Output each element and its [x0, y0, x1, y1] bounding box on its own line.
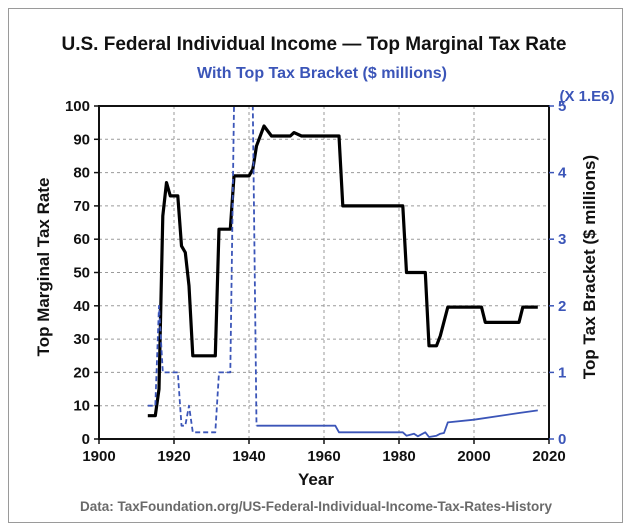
x-tick-label: 1920	[157, 448, 190, 465]
y-tick-label: 50	[73, 265, 90, 282]
right-axis-label: Top Tax Bracket ($ millions)	[580, 155, 599, 379]
right-tick-label: 5	[558, 98, 566, 115]
y-tick-label: 10	[73, 398, 90, 415]
right-tick-label: 1	[558, 364, 566, 381]
x-axis-label: Year	[298, 470, 334, 489]
source-note: Data: TaxFoundation.org/US-Federal-Indiv…	[80, 499, 553, 514]
right-tick-label: 2	[558, 298, 566, 315]
right-tick-label: 0	[558, 431, 566, 448]
grid-lines	[99, 106, 549, 439]
tax-rate-series-line	[147, 124, 538, 418]
x-tick-label: 1940	[232, 448, 265, 465]
right-axis-multiplier: (X 1.E6)	[559, 88, 614, 105]
chart-canvas: U.S. Federal Individual Income — Top Mar…	[34, 34, 615, 514]
y-axis-label: Top Marginal Tax Rate	[34, 178, 53, 357]
x-tick-label: 2000	[457, 448, 490, 465]
series-layer	[147, 105, 538, 438]
y-tick-label: 80	[73, 165, 90, 182]
right-tick-label: 3	[558, 231, 566, 248]
x-tick-label: 1960	[307, 448, 340, 465]
y-tick-label: 100	[65, 98, 90, 115]
y-tick-label: 20	[73, 364, 90, 381]
y-tick-label: 40	[73, 298, 90, 315]
chart-title: U.S. Federal Individual Income — Top Mar…	[61, 34, 566, 55]
top-bracket-series-line-1	[147, 105, 258, 434]
x-tick-label: 1900	[82, 448, 115, 465]
y-tick-label: 0	[82, 431, 90, 448]
x-tick-label: 1980	[382, 448, 415, 465]
y-tick-label: 90	[73, 131, 90, 148]
tick-layer: 1900 1920 1940 1960 1980 2000 2020010203040506…	[65, 98, 567, 465]
y-tick-label: 30	[73, 331, 90, 348]
x-tick-label: 2020	[532, 448, 565, 465]
y-tick-label: 70	[73, 198, 90, 215]
y-tick-label: 60	[73, 231, 90, 248]
right-tick-label: 4	[558, 165, 567, 182]
chart-frame: U.S. Federal Individual Income — Top Mar…	[8, 8, 623, 523]
chart-subtitle: With Top Tax Bracket ($ millions)	[197, 65, 447, 82]
top-bracket-series-line-2	[256, 409, 538, 438]
